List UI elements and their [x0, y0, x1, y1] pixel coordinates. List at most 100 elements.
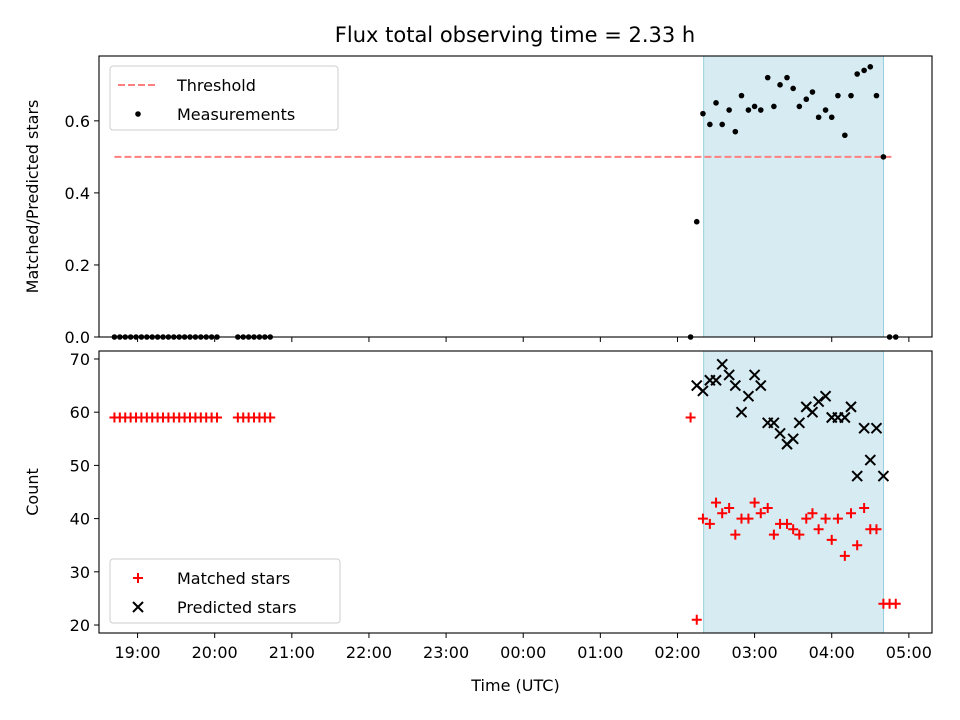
matched-stars-point — [265, 412, 276, 423]
y-tick-label: 0.4 — [65, 184, 90, 203]
predicted-stars-point — [851, 470, 863, 482]
predicted-stars-point — [735, 406, 748, 418]
measurement-point — [719, 121, 726, 128]
matched-stars-point — [839, 550, 850, 561]
y-tick-label: 0.2 — [65, 256, 90, 275]
measurement-point — [861, 67, 867, 74]
predicted-stars-point — [787, 433, 799, 445]
measurement-point — [732, 128, 739, 135]
matched-stars-point — [730, 529, 741, 540]
matched-stars-point — [768, 529, 779, 540]
x-tick-label: 01:00 — [577, 643, 623, 662]
top-panel: 0.0 0.2 0.4 0.6 Matched/Predicted stars Thre… — [23, 55, 933, 347]
matched-stars-point — [717, 508, 728, 519]
y-tick-label: 30 — [70, 563, 90, 582]
legend-measurement-swatch — [135, 111, 141, 117]
y-tick-label: 0.0 — [65, 328, 90, 347]
observing-span — [703, 55, 884, 338]
predicted-stars-point — [812, 395, 825, 408]
y-axis-label: Matched/Predicted stars — [23, 100, 42, 294]
measurement-point — [777, 82, 783, 88]
y-tick-label: 40 — [70, 510, 90, 529]
matched-stars-point — [685, 412, 696, 423]
matched-stars-point — [788, 524, 799, 535]
measurement-point — [880, 154, 887, 160]
predicted-stars-point — [806, 406, 819, 418]
predicted-stars-point — [716, 358, 728, 371]
matched-stars-point — [852, 540, 863, 551]
matched-stars-point — [749, 497, 760, 508]
matched-stars-point — [813, 524, 824, 535]
measurement-point — [815, 114, 822, 121]
x-axis-label: Time (UTC) — [470, 676, 559, 695]
predicted-stars-point — [774, 427, 786, 440]
predicted-stars-point — [710, 374, 722, 386]
axes-frame — [98, 55, 933, 338]
measurement-point — [693, 218, 700, 225]
legend-matched-swatch — [133, 573, 143, 583]
measurement-point — [873, 92, 880, 99]
x-tick-label: 23:00 — [423, 643, 469, 662]
predicted-stars-point — [877, 470, 890, 482]
matched-stars-point — [890, 598, 901, 609]
predicted-stars-point — [858, 422, 870, 434]
axes-frame — [98, 350, 933, 634]
y-tick-label: 20 — [70, 616, 90, 635]
y-tick-label: 50 — [70, 456, 90, 475]
matched-stars-point — [697, 513, 708, 524]
measurement-point — [771, 103, 777, 110]
predicted-stars-point — [697, 385, 709, 397]
matched-stars-point — [820, 513, 831, 524]
y-tick-label: 70 — [70, 350, 90, 369]
legend-box — [109, 558, 341, 624]
legend-label: Predicted stars — [177, 598, 297, 617]
measurement-point — [784, 74, 790, 81]
measurement-point — [707, 121, 713, 128]
matched-stars-point — [832, 513, 843, 524]
predicted-stars-point — [870, 422, 883, 434]
matched-stars-point — [704, 518, 715, 529]
matched-stars-point — [807, 508, 818, 519]
measurement-point — [764, 74, 771, 81]
measurement-point — [803, 96, 810, 103]
measurement-point — [867, 64, 874, 70]
x-tick-label: 05:00 — [886, 643, 932, 662]
matched-stars-point — [781, 518, 792, 529]
legend-predicted-swatch — [132, 601, 144, 613]
x-tick-label: 04:00 — [809, 643, 855, 662]
matched-stars-point — [801, 513, 812, 524]
legend-label: Threshold — [176, 76, 256, 95]
legend-label: Measurements — [177, 105, 295, 124]
x-tick-label: 19:00 — [115, 643, 161, 662]
bottom-legend: Matched stars Predicted stars — [109, 558, 341, 624]
y-tick-label: 60 — [70, 403, 90, 422]
top-legend: Threshold Measurements — [109, 65, 339, 131]
measurement-point — [700, 110, 706, 117]
bottom-panel-marks — [109, 358, 901, 625]
y-tick-label: 0.6 — [65, 112, 90, 131]
measurement-point — [713, 100, 719, 106]
measurement-point — [745, 107, 752, 113]
measurement-point — [822, 107, 829, 113]
measurement-point — [751, 103, 758, 110]
observing-span — [703, 350, 884, 634]
x-tick-label: 03:00 — [732, 643, 778, 662]
matched-stars-point — [794, 529, 805, 540]
x-tick-label: 20:00 — [192, 643, 238, 662]
predicted-stars-point — [723, 369, 735, 381]
predicted-stars-point — [742, 390, 755, 402]
matched-stars-point — [871, 524, 882, 535]
matched-stars-point — [743, 513, 754, 524]
predicted-stars-point — [864, 454, 877, 466]
x-tick-label: 21:00 — [269, 643, 315, 662]
legend-box — [109, 65, 339, 131]
predicted-stars-point — [819, 390, 832, 402]
measurement-point — [796, 103, 803, 110]
matched-stars-point — [711, 497, 722, 508]
measurement-point — [842, 132, 848, 139]
predicted-stars-point — [839, 411, 851, 424]
measurement-point — [726, 107, 732, 113]
legend-label: Matched stars — [177, 569, 290, 588]
measurement-point — [848, 92, 854, 99]
matched-stars-point — [724, 502, 735, 513]
